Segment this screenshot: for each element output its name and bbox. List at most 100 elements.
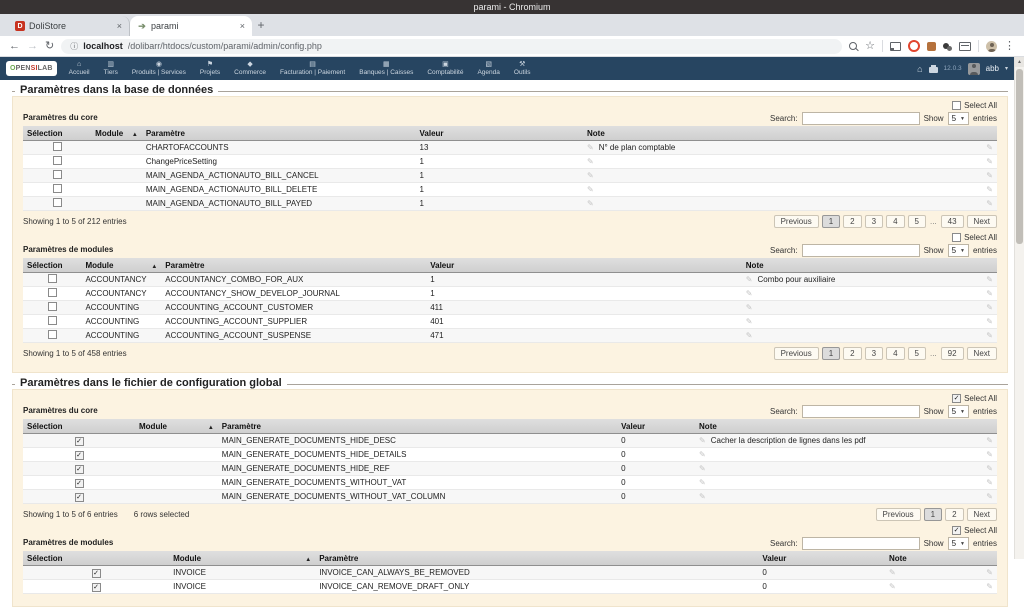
row-checkbox[interactable] xyxy=(53,170,62,179)
edit-note-icon[interactable]: ✎ xyxy=(699,450,706,459)
edit-note-icon[interactable]: ✎ xyxy=(746,275,753,284)
menu-item-banques-caisses[interactable]: ▦Banques | Caisses xyxy=(352,60,420,77)
row-checkbox[interactable]: ✓ xyxy=(75,465,84,474)
menu-item-tiers[interactable]: ▥Tiers xyxy=(97,60,125,77)
select-all-checkbox[interactable]: ✓ xyxy=(952,526,961,535)
row-checkbox[interactable]: ✓ xyxy=(75,479,84,488)
cast-extension-icon[interactable] xyxy=(890,42,901,51)
edit-row-icon[interactable]: ✎ xyxy=(986,275,993,284)
edit-note-icon[interactable]: ✎ xyxy=(699,464,706,473)
row-checkbox[interactable] xyxy=(53,198,62,207)
col-header-selection[interactable]: Sélection xyxy=(23,258,81,273)
pagination-page-1[interactable]: 1 xyxy=(822,347,840,360)
home-shortcut-icon[interactable]: ⌂ xyxy=(917,64,922,74)
pagination-page-5[interactable]: 5 xyxy=(908,347,926,360)
pagination-page-43[interactable]: 43 xyxy=(941,215,964,228)
select-all[interactable]: ✓ Select All xyxy=(952,394,997,403)
pagination-page-2[interactable]: 2 xyxy=(945,508,963,521)
edit-note-icon[interactable]: ✎ xyxy=(587,143,594,152)
select-all[interactable]: Select All xyxy=(952,101,997,110)
col-header-parametre[interactable]: Paramètre xyxy=(315,551,758,566)
col-header-parametre[interactable]: Paramètre xyxy=(161,258,426,273)
col-header-selection[interactable]: Sélection xyxy=(23,126,91,141)
row-checkbox[interactable] xyxy=(53,142,62,151)
col-header-parametre[interactable]: Paramètre xyxy=(142,126,416,141)
pagination-previous[interactable]: Previous xyxy=(774,347,819,360)
scroll-up-icon[interactable]: ▲ xyxy=(1015,57,1024,67)
edit-row-icon[interactable]: ✎ xyxy=(986,436,993,445)
row-checkbox[interactable]: ✓ xyxy=(92,569,101,578)
pagination-page-1[interactable]: 1 xyxy=(924,508,942,521)
menu-item-projets[interactable]: ⚑Projets xyxy=(193,60,227,77)
forward-icon[interactable]: → xyxy=(27,41,38,52)
edit-note-icon[interactable]: ✎ xyxy=(746,331,753,340)
row-checkbox[interactable] xyxy=(53,156,62,165)
menu-item-agenda[interactable]: ▧Agenda xyxy=(470,60,506,77)
edit-note-icon[interactable]: ✎ xyxy=(699,478,706,487)
search-input[interactable] xyxy=(802,112,920,125)
show-entries-select[interactable]: 5▼ xyxy=(948,244,969,257)
orange-extension-icon[interactable] xyxy=(927,42,936,51)
search-input[interactable] xyxy=(802,537,920,550)
select-all-checkbox[interactable]: ✓ xyxy=(952,394,961,403)
dark-extension-icon[interactable] xyxy=(943,42,952,51)
col-header-module[interactable]: Module▲ xyxy=(135,419,218,434)
edit-row-icon[interactable]: ✎ xyxy=(986,478,993,487)
select-all[interactable]: Select All xyxy=(952,233,997,242)
pagination-page-1[interactable]: 1 xyxy=(822,215,840,228)
menu-item-facturation-paiement[interactable]: ▤Facturation | Paiement xyxy=(273,60,352,77)
col-header-note[interactable]: Note xyxy=(583,126,997,141)
col-header-module[interactable]: Module▲ xyxy=(169,551,315,566)
col-header-valeur[interactable]: Valeur xyxy=(416,126,584,141)
pagination-previous[interactable]: Previous xyxy=(876,508,921,521)
close-tab-icon[interactable]: × xyxy=(240,21,245,31)
show-entries-select[interactable]: 5▼ xyxy=(948,112,969,125)
edit-note-icon[interactable]: ✎ xyxy=(699,492,706,501)
col-header-selection[interactable]: Sélection xyxy=(23,551,169,566)
pagination-page-4[interactable]: 4 xyxy=(886,347,904,360)
row-checkbox[interactable] xyxy=(48,288,57,297)
edit-note-icon[interactable]: ✎ xyxy=(587,157,594,166)
search-input[interactable] xyxy=(802,405,920,418)
opensilab-logo[interactable]: OPENSILAB xyxy=(6,61,57,76)
row-checkbox[interactable]: ✓ xyxy=(92,583,101,592)
select-all-checkbox[interactable] xyxy=(952,233,961,242)
col-header-parametre[interactable]: Paramètre xyxy=(218,419,617,434)
adblock-extension-icon[interactable] xyxy=(908,40,920,52)
edit-row-icon[interactable]: ✎ xyxy=(986,171,993,180)
new-tab-button[interactable]: + xyxy=(252,16,270,34)
pagination-page-3[interactable]: 3 xyxy=(865,347,883,360)
row-checkbox[interactable] xyxy=(48,302,57,311)
col-header-note[interactable]: Note xyxy=(695,419,997,434)
edit-note-icon[interactable]: ✎ xyxy=(587,171,594,180)
menu-item-outils[interactable]: ⚒Outils xyxy=(507,60,538,77)
edit-row-icon[interactable]: ✎ xyxy=(986,450,993,459)
row-checkbox[interactable] xyxy=(48,316,57,325)
row-checkbox[interactable]: ✓ xyxy=(75,493,84,502)
edit-note-icon[interactable]: ✎ xyxy=(889,568,896,577)
edit-row-icon[interactable]: ✎ xyxy=(986,582,993,591)
edit-row-icon[interactable]: ✎ xyxy=(986,185,993,194)
col-header-valeur[interactable]: Valeur xyxy=(617,419,695,434)
edit-row-icon[interactable]: ✎ xyxy=(986,464,993,473)
edit-row-icon[interactable]: ✎ xyxy=(986,568,993,577)
address-bar[interactable]: ⓘ localhost/dolibarr/htdocs/custom/param… xyxy=(61,39,842,54)
menu-item-accueil[interactable]: ⌂Accueil xyxy=(62,60,97,77)
page-info-icon[interactable]: ⓘ xyxy=(70,41,78,52)
search-input[interactable] xyxy=(802,244,920,257)
edit-note-icon[interactable]: ✎ xyxy=(587,185,594,194)
profile-avatar[interactable] xyxy=(986,41,997,52)
tab-parami[interactable]: ➔ parami × xyxy=(130,16,252,36)
select-all[interactable]: ✓ Select All xyxy=(952,526,997,535)
pagination-page-5[interactable]: 5 xyxy=(908,215,926,228)
edit-note-icon[interactable]: ✎ xyxy=(746,317,753,326)
page-scrollbar[interactable]: ▲ xyxy=(1014,57,1024,559)
reload-icon[interactable]: ↻ xyxy=(45,41,54,52)
menu-item-comptabilit-[interactable]: ▣Comptabilité xyxy=(420,60,470,77)
zoom-icon[interactable] xyxy=(849,42,857,50)
pagination-next[interactable]: Next xyxy=(967,347,997,360)
username-label[interactable]: abb xyxy=(986,64,999,73)
row-checkbox[interactable] xyxy=(53,184,62,193)
print-icon[interactable] xyxy=(929,67,938,73)
pagination-next[interactable]: Next xyxy=(967,508,997,521)
